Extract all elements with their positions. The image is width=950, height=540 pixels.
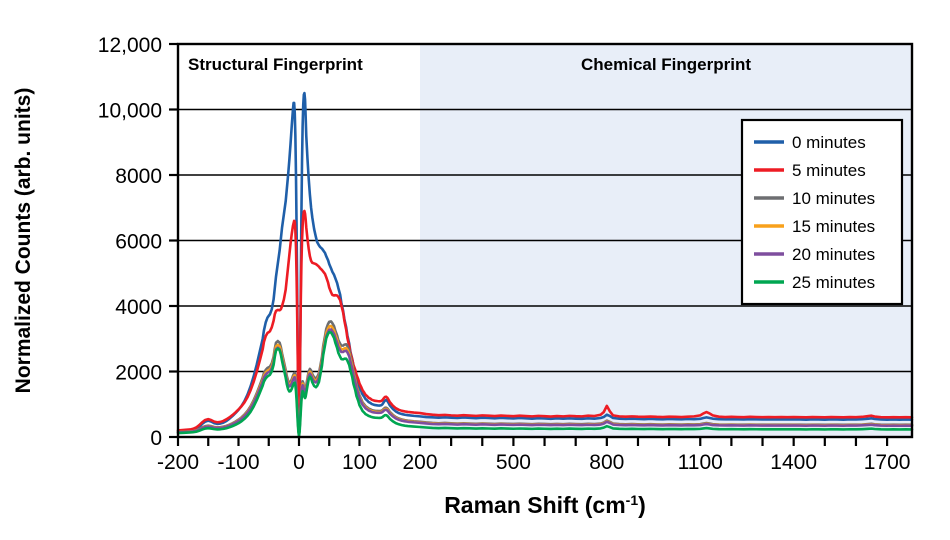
legend[interactable]: 0 minutes 5 minutes 10 minutes 15 minutes 20… [740,118,904,306]
legend-label-0-minutes[interactable]: 0 minutes [792,133,866,152]
series-line-5-minutes [176,209,914,434]
region-label-chemical: Chemical Fingerprint [581,55,751,74]
y-tick-label: 10,000 [98,100,162,123]
y-tick-label: 2000 [115,362,162,385]
region-label-structural: Structural Fingerprint [188,55,363,74]
x-tick-label: 200 [402,451,437,474]
x-tick-label: 0 [293,451,305,474]
x-tick-label: 100 [342,451,377,474]
legend-label-20-minutes[interactable]: 20 minutes [792,245,875,264]
y-tick-label: 4000 [115,296,162,319]
x-tick-label: 800 [589,451,624,474]
y-tick-label: 0 [150,427,162,450]
legend-label-10-minutes[interactable]: 10 minutes [792,189,875,208]
x-tick-label: -200 [157,451,199,474]
x-axis: -200 -100 0 100 200 500 800 1100 1400 1700 [157,437,910,474]
y-tick-label: 12,000 [98,34,162,57]
legend-label-15-minutes[interactable]: 15 minutes [792,217,875,236]
legend-label-25-minutes[interactable]: 25 minutes [792,273,875,292]
x-tick-label: 1400 [770,451,817,474]
y-axis: 0 2000 4000 6000 8000 10,000 12,000 [98,34,178,450]
x-tick-label: -100 [217,451,259,474]
series-line-25-minutes [176,330,914,438]
y-tick-label: 8000 [115,165,162,188]
series-lines [176,91,914,438]
axis-titles: Normalized Counts (arb. units) Raman Shif… [12,88,646,518]
region-labels: Structural Fingerprint Chemical Fingerpri… [188,55,751,74]
x-tick-label: 1100 [678,451,723,474]
x-tick-label: 1700 [864,451,911,474]
legend-label-5-minutes[interactable]: 5 minutes [792,161,866,180]
series-line-0-minutes [176,91,914,435]
x-tick-label: 500 [496,451,531,474]
legend-box [740,118,904,306]
x-axis-title: Raman Shift (cm-1) [444,492,646,518]
y-axis-title: Normalized Counts (arb. units) [12,88,35,394]
y-tick-label: 6000 [115,231,162,254]
